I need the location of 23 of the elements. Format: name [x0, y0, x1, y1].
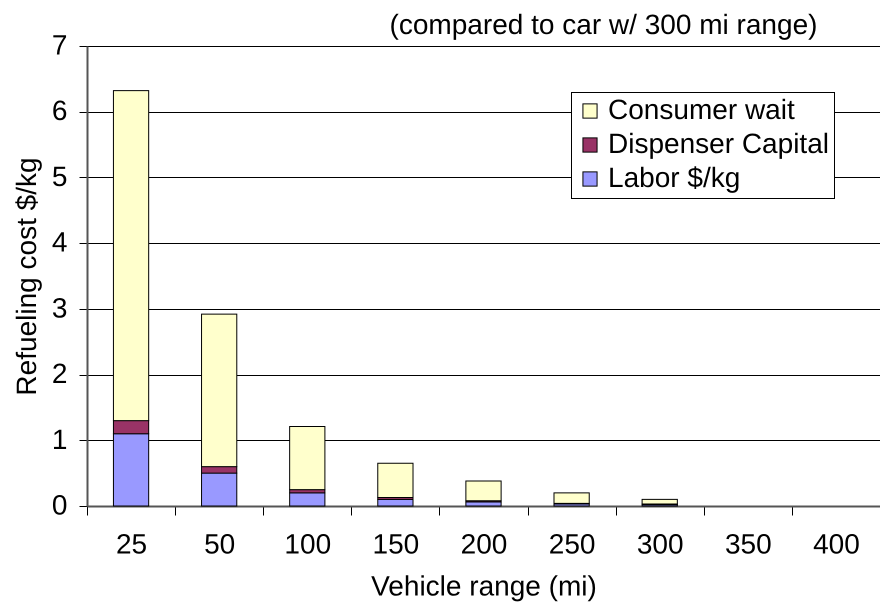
y-tick-label: 1 — [52, 424, 68, 455]
x-tick-label: 50 — [204, 528, 236, 560]
y-tick-label: 5 — [52, 160, 68, 192]
x-tick-label: 200 — [460, 528, 508, 560]
y-tick-label: 3 — [52, 292, 68, 324]
y-tick-label: 7 — [52, 30, 68, 60]
x-axis-title: Vehicle range (mi) — [371, 570, 597, 602]
y-tick-label: 6 — [52, 95, 68, 126]
x-tick-label: 400 — [813, 528, 860, 560]
y-tick-label: 4 — [52, 226, 68, 258]
legend-label: Consumer wait — [608, 94, 795, 125]
x-tick-label: 100 — [284, 528, 332, 560]
y-tick-label: 0 — [52, 490, 68, 520]
x-tick-label: 25 — [116, 528, 148, 560]
legend-label: Dispenser Capital — [608, 128, 829, 159]
x-tick-label: 300 — [636, 528, 684, 560]
y-axis-title: Refueling cost $/kg — [10, 157, 42, 396]
chart-title: (compared to car w/ 300 mi range) — [390, 9, 818, 40]
x-tick-label: 250 — [548, 528, 596, 560]
y-tick-label: 2 — [52, 358, 68, 390]
x-tick-label: 350 — [724, 528, 772, 560]
x-tick-label: 150 — [372, 528, 420, 560]
legend-label: Labor $/kg — [608, 162, 740, 193]
